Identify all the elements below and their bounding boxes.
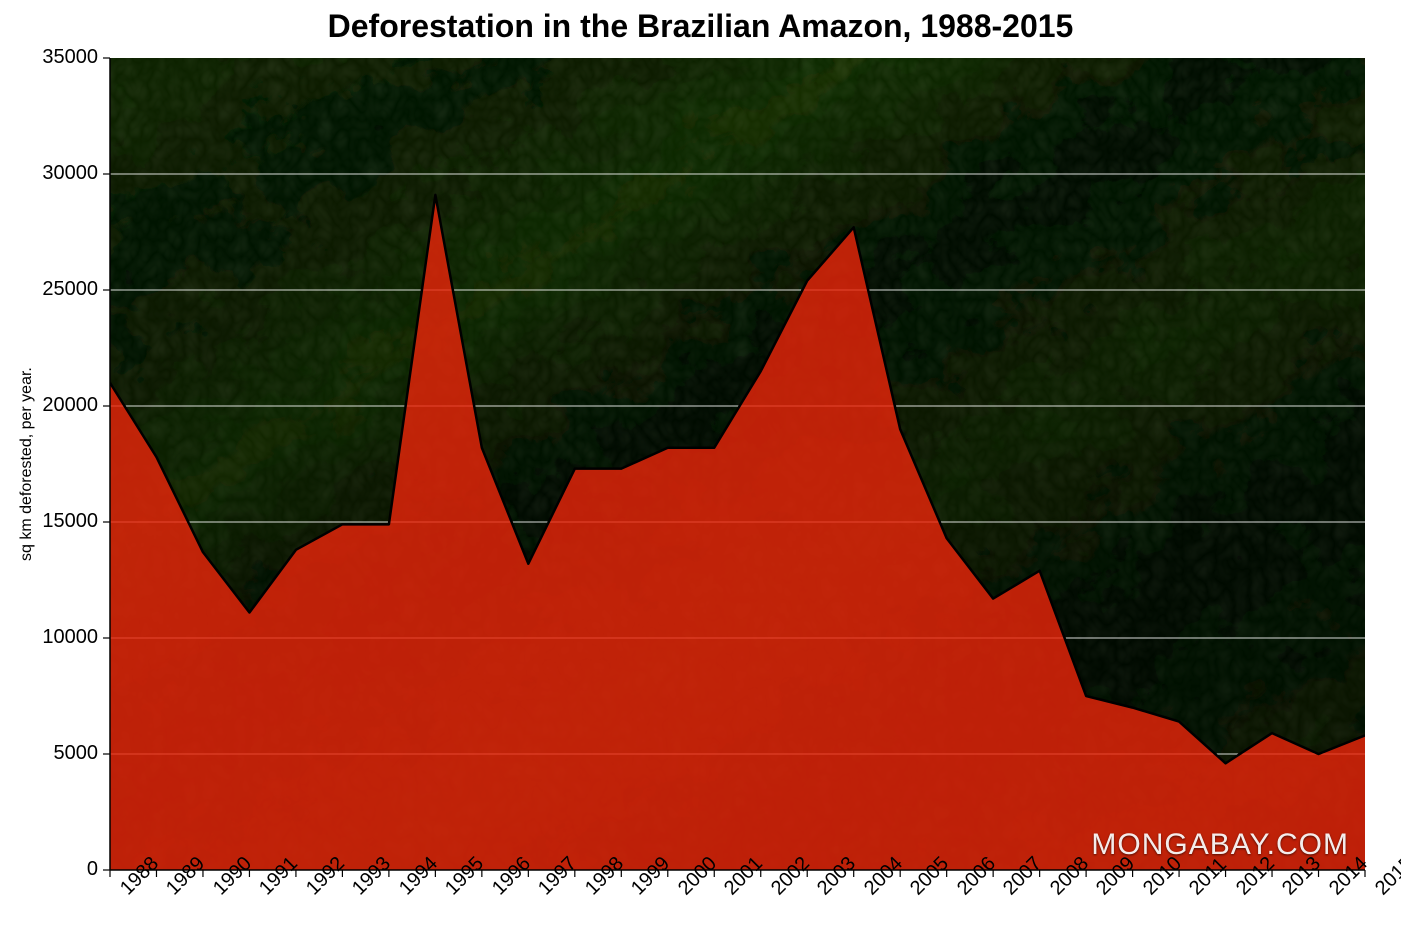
y-tick-label: 0 [87, 858, 98, 881]
chart-plot [0, 0, 1401, 951]
y-tick-label: 25000 [42, 278, 98, 301]
y-tick-label: 20000 [42, 394, 98, 417]
y-tick-label: 5000 [54, 742, 99, 765]
y-tick-label: 15000 [42, 510, 98, 533]
y-tick-label: 10000 [42, 626, 98, 649]
y-tick-label: 30000 [42, 162, 98, 185]
y-axis-label: sq km deforested, per year. [18, 368, 36, 562]
chart-title: Deforestation in the Brazilian Amazon, 1… [0, 8, 1401, 45]
y-tick-label: 35000 [42, 46, 98, 69]
watermark: MONGABAY.COM [1091, 828, 1349, 862]
chart-container: Deforestation in the Brazilian Amazon, 1… [0, 0, 1401, 951]
